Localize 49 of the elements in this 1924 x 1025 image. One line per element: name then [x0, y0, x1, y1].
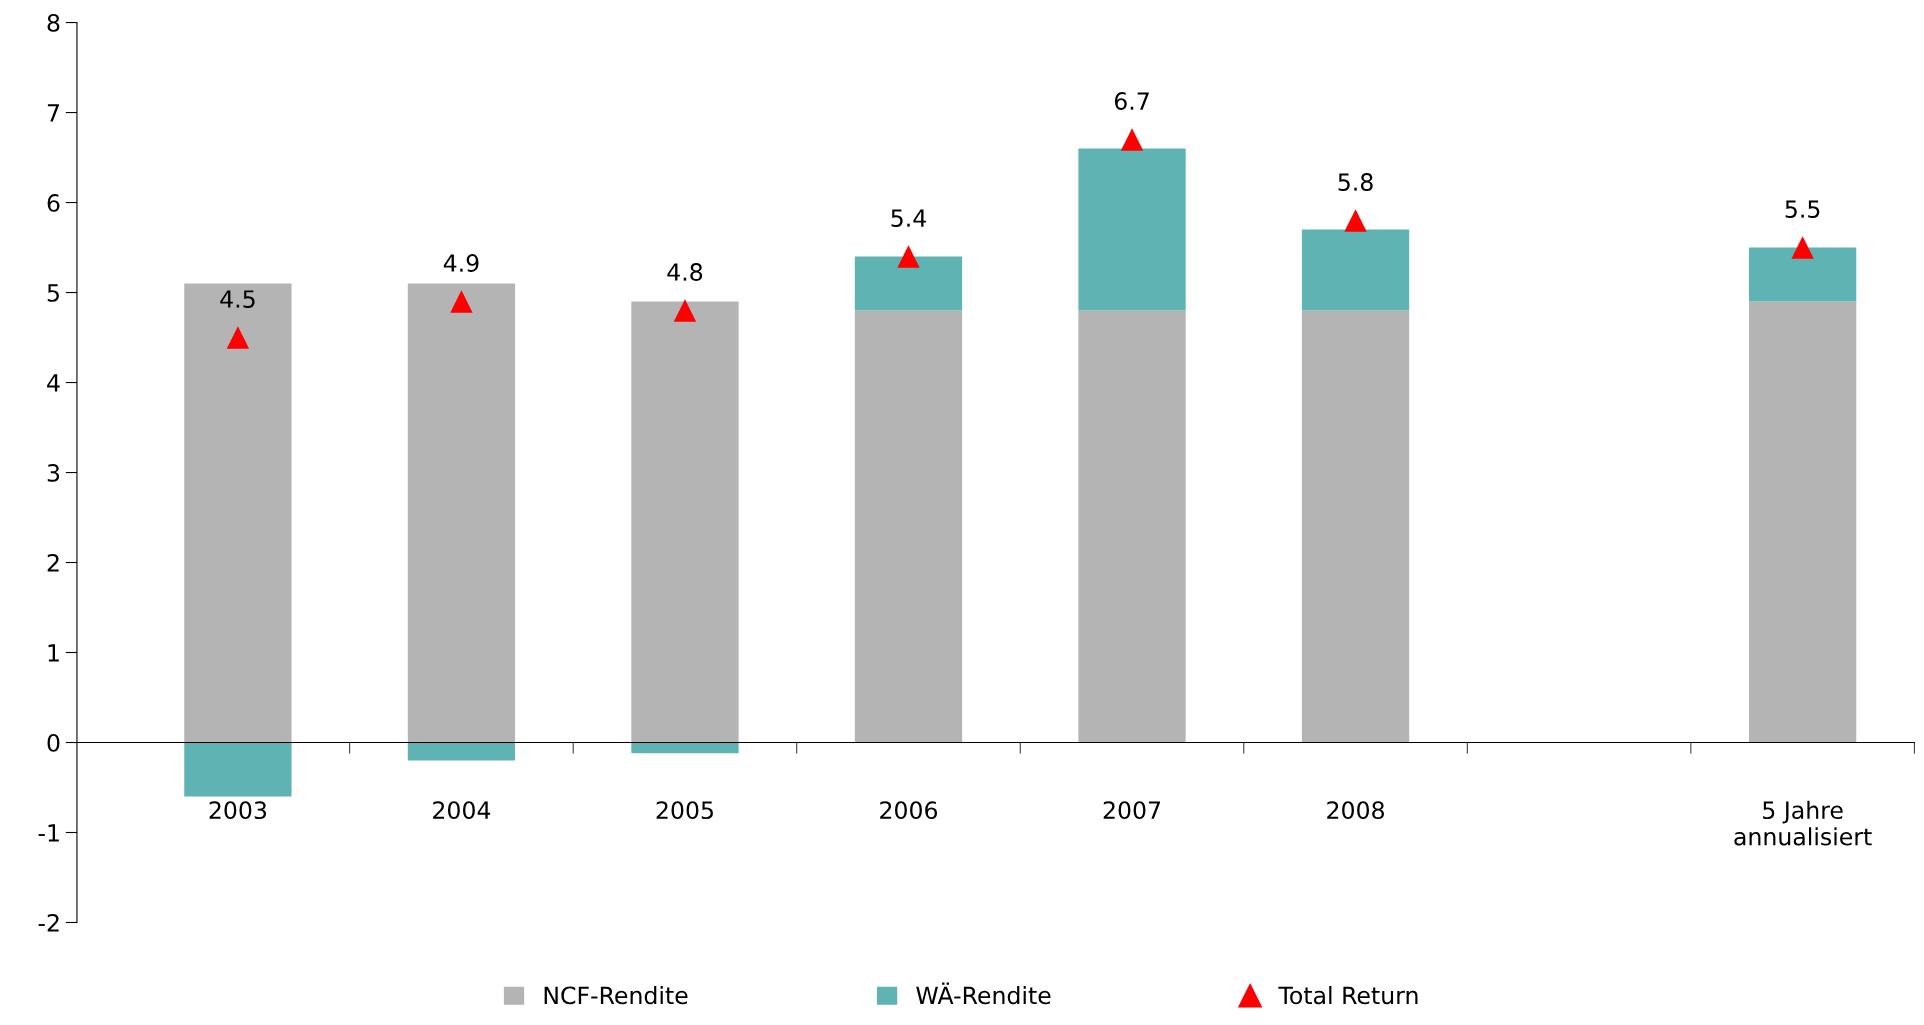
point [673, 299, 697, 322]
x-tick-label: 2006 [880, 801, 938, 820]
y-tick-label: 7 [47, 104, 59, 122]
data-label: 4.5 [220, 290, 255, 308]
y-tick-label: 3 [47, 463, 60, 482]
bar [1078, 148, 1186, 311]
y-tick-label: -2 [38, 913, 59, 932]
y-tick-label: 1 [48, 644, 59, 662]
point [1344, 209, 1367, 232]
data-label: 5.5 [1785, 200, 1820, 218]
data-label: 4.8 [667, 263, 703, 281]
x-tick-label: 2007 [1103, 801, 1161, 820]
x-tick-label: 2003 [209, 801, 267, 820]
point [1791, 236, 1814, 259]
point [897, 245, 920, 268]
y-tick-label: 2 [47, 553, 59, 572]
data-label: 5.4 [891, 209, 926, 227]
bar [407, 742, 516, 761]
bar [184, 742, 292, 797]
bar [1078, 310, 1186, 743]
bar [1301, 310, 1410, 743]
bar [407, 283, 516, 743]
point [226, 326, 250, 349]
x-tick-label: 5 Jahre annualisiert [1734, 800, 1872, 846]
bar [1748, 301, 1857, 743]
x-tick-label: 2008 [1327, 801, 1384, 820]
bar [631, 742, 739, 754]
legend-label: Total Return [1278, 986, 1418, 1005]
point [1120, 128, 1144, 151]
point [450, 290, 473, 313]
y-tick-label: 0 [47, 733, 60, 752]
bar [854, 310, 963, 743]
x-tick-label: 2004 [433, 801, 491, 820]
x-tick-label: 2005 [656, 801, 713, 820]
data-label: 5.8 [1338, 173, 1373, 191]
y-tick-label: 5 [47, 284, 59, 302]
data-label: 4.9 [443, 254, 479, 272]
legend-label: NCF-Rendite [544, 986, 688, 1005]
y-tick-label: 8 [47, 14, 60, 32]
data-label: 6.7 [1114, 92, 1149, 110]
bar [1748, 247, 1857, 302]
bar [631, 301, 739, 743]
legend-label: WÄ-Rendite [916, 982, 1051, 1005]
bar [184, 283, 292, 743]
y-tick-label: -1 [38, 824, 59, 842]
bar [854, 256, 963, 311]
y-tick-label: 6 [47, 193, 60, 212]
bar [1301, 229, 1410, 311]
y-tick-label: 4 [47, 374, 60, 392]
